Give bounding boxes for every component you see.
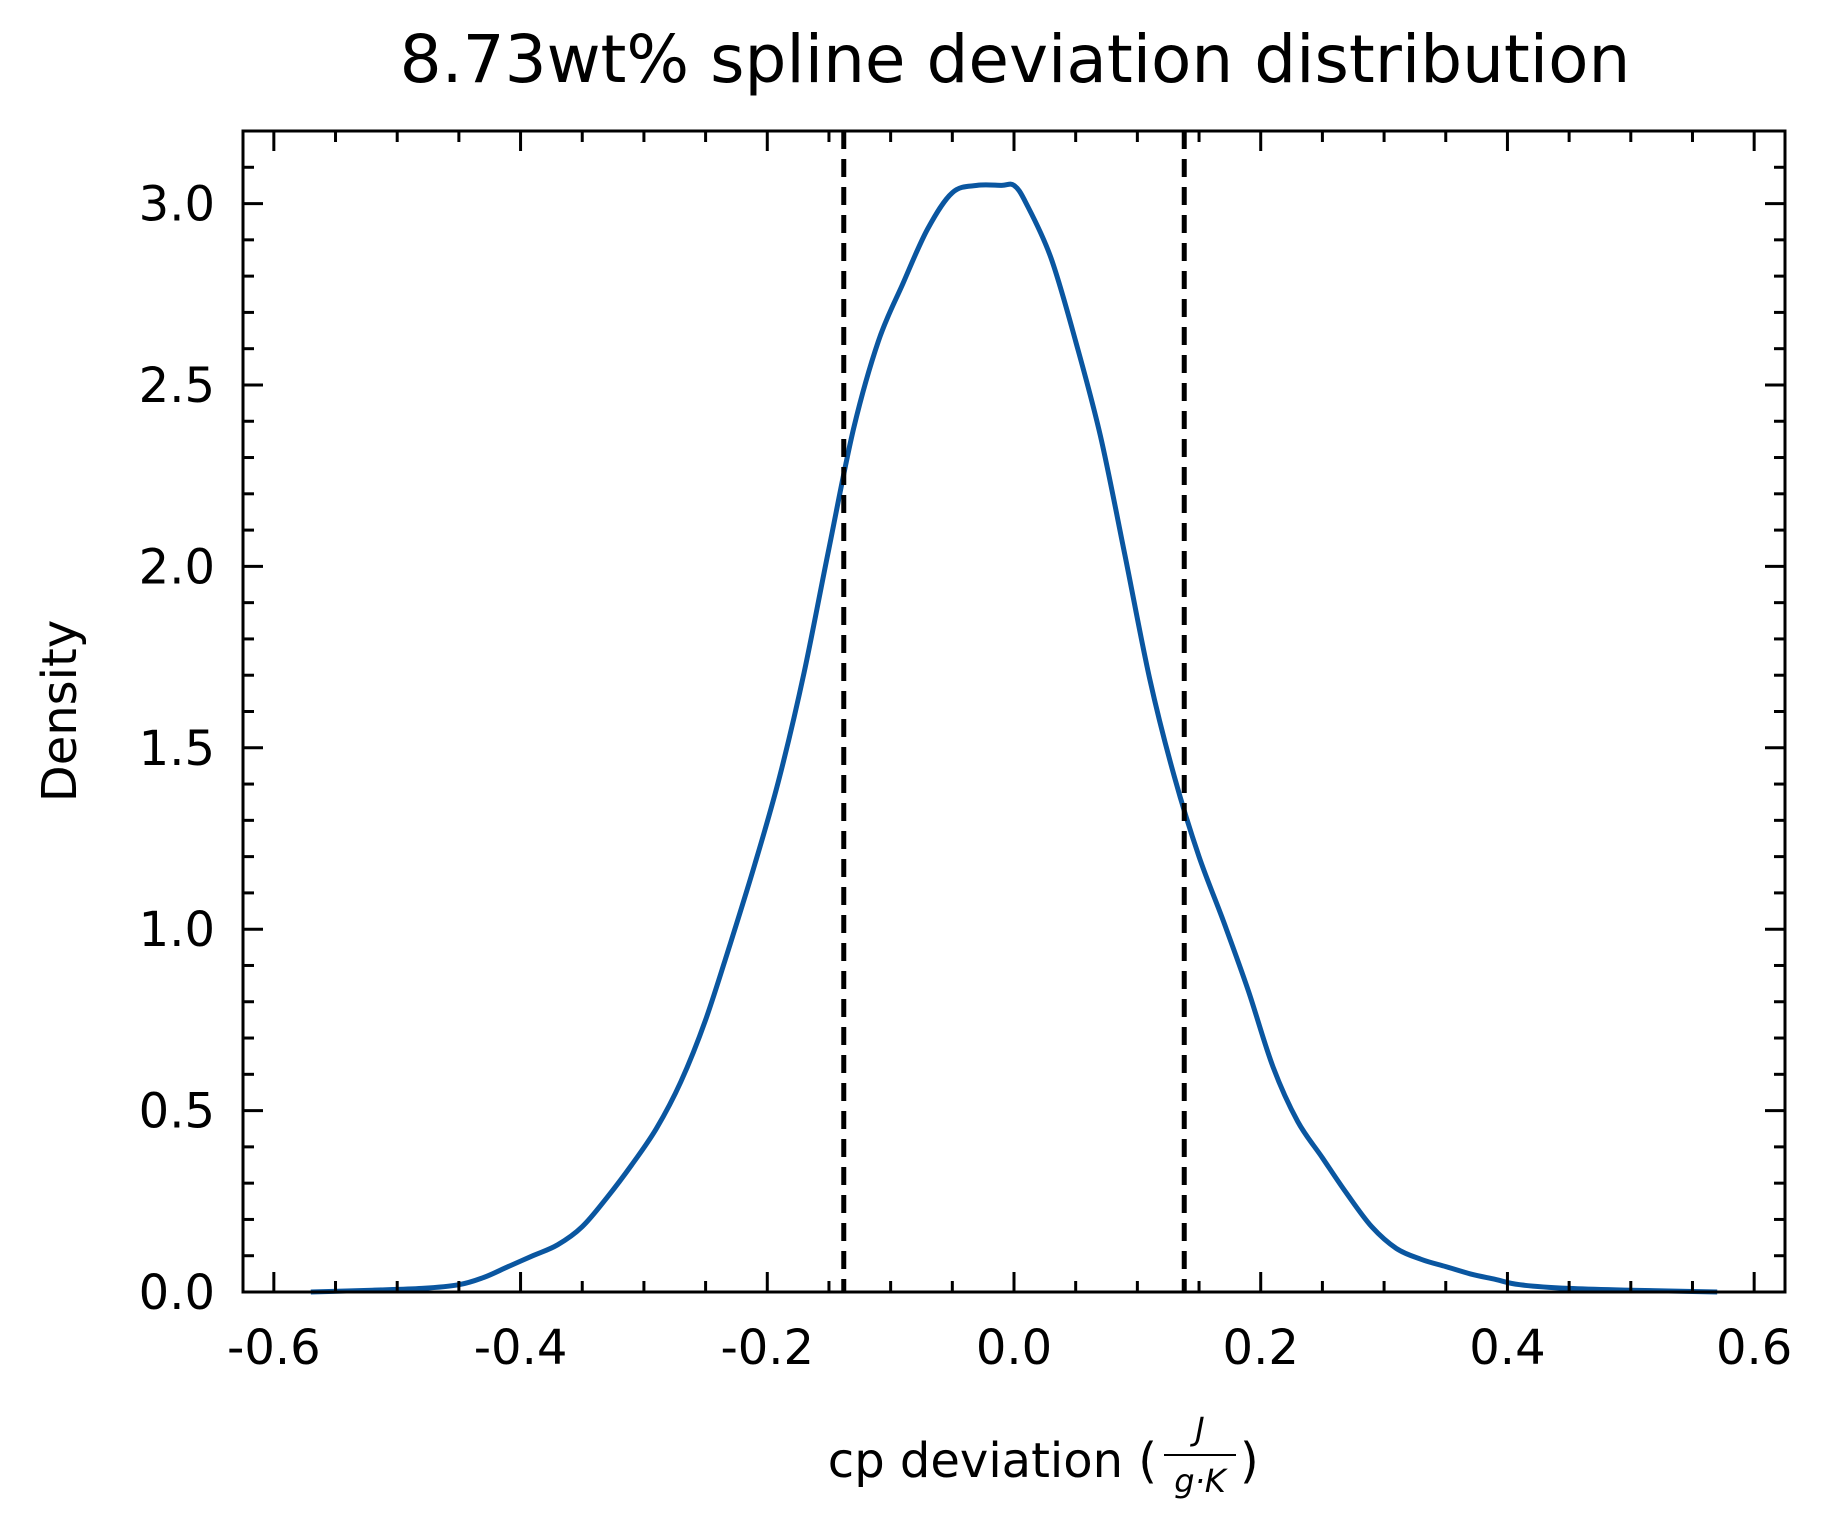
y-tick-label: 1.0 — [139, 902, 215, 958]
tick-layer — [243, 129, 1785, 1294]
y-tick-label: 2.5 — [139, 358, 215, 414]
y-tick-label: 2.0 — [139, 539, 215, 595]
y-tick-label: 0.5 — [139, 1084, 215, 1140]
x-tick-label: 0.0 — [976, 1320, 1052, 1376]
x-axis-label-text: cp deviation ( — [828, 1433, 1157, 1489]
x-tick-labels: -0.6 -0.4 -0.2 0.0 0.2 0.4 0.6 — [227, 1320, 1792, 1376]
x-axis-label: cp deviation ( J g·K ) — [828, 1410, 1259, 1500]
curve-layer — [310, 181, 1718, 1295]
y-axis-label: Density — [32, 620, 88, 802]
chart-title: 8.73wt% spline deviation distribution — [400, 21, 1631, 98]
density-curve-0 — [310, 181, 1718, 1295]
y-tick-label: 1.5 — [139, 721, 215, 777]
x-axis-unit-numerator: J — [1189, 1410, 1204, 1448]
x-tick-label: -0.6 — [227, 1320, 321, 1376]
x-tick-label: 0.4 — [1469, 1320, 1545, 1376]
x-tick-label: 0.2 — [1223, 1320, 1299, 1376]
x-tick-label: -0.4 — [474, 1320, 568, 1376]
y-tick-label: 0.0 — [139, 1265, 215, 1321]
x-tick-label: 0.6 — [1716, 1320, 1792, 1376]
y-tick-labels: 0.0 0.5 1.0 1.5 2.0 2.5 3.0 — [139, 177, 215, 1321]
x-tick-label: -0.2 — [720, 1320, 814, 1376]
plot-frame — [241, 129, 1787, 1294]
vline-layer — [841, 131, 1187, 1292]
y-tick-label: 3.0 — [139, 177, 215, 233]
x-axis-unit-denominator: g·K — [1174, 1462, 1228, 1500]
plot-area — [241, 129, 1787, 1295]
x-axis-label-close: ) — [1240, 1433, 1259, 1489]
